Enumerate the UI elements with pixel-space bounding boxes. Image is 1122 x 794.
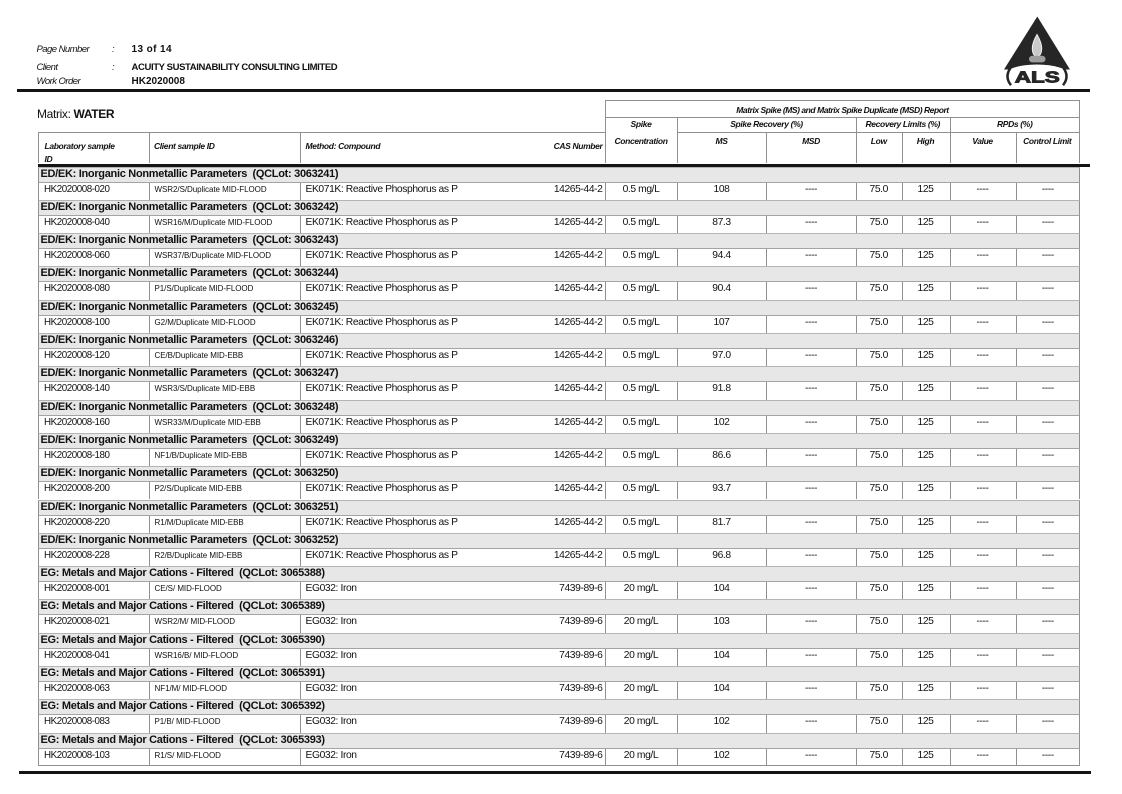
svg-text:ALS: ALS <box>1015 69 1060 86</box>
